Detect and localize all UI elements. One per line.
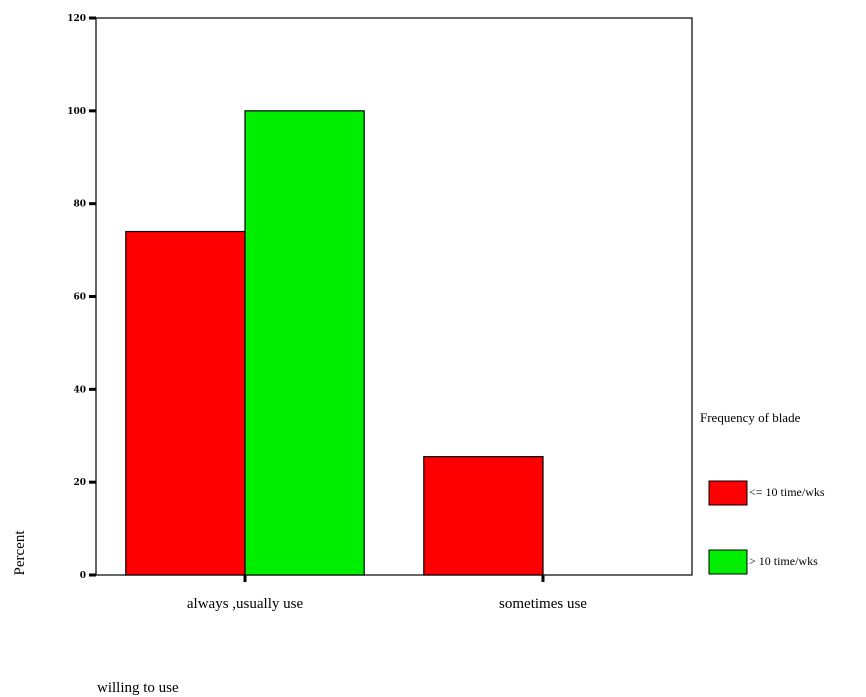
bar [423,456,544,576]
x-tick-label: sometimes use [499,596,587,612]
y-tick-label: 100 [67,107,86,117]
y-tick-label: 60 [73,293,86,303]
legend-title: Frequency of blade [700,410,801,425]
y-tick-label: 80 [73,200,86,210]
y-tick-label: 120 [67,14,86,24]
y-tick-label: 0 [80,571,86,581]
bars-group [125,110,544,576]
legend: Frequency of blade <= 10 time/wks > 10 t… [700,410,825,575]
x-tick-label: always ,usually use [187,596,304,612]
legend-swatch-1 [708,480,748,506]
y-tick-label: 20 [73,478,86,488]
bar [125,230,246,576]
x-axis-label: willing to use [97,680,179,696]
y-axis: 0 20 40 60 80 100 120 [67,14,96,581]
legend-label-2: > 10 time/wks [749,554,818,568]
y-axis-label: Percent [12,530,28,576]
y-tick-label: 40 [73,385,86,395]
x-axis: always ,usually use sometimes use [187,575,587,612]
legend-swatch-2 [708,549,748,575]
bar [244,110,365,576]
legend-label-1: <= 10 time/wks [749,485,825,499]
